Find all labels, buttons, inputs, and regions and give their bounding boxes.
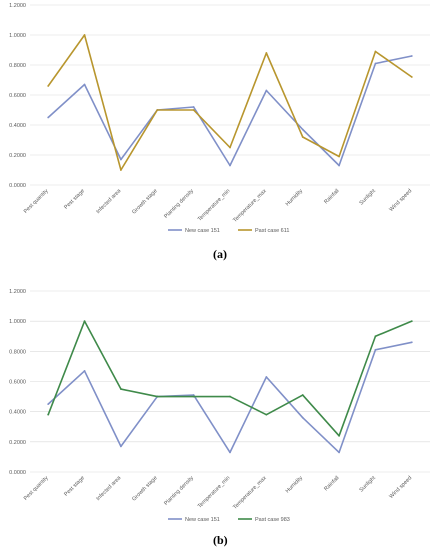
data-point — [120, 158, 122, 161]
x-tick-label: Pest quantity — [23, 475, 50, 502]
data-point — [374, 50, 377, 53]
line-chart-a: 0.0000 0.2000 0.4000 0.6000 0.8000 1.0000 1.20… — [9, 3, 430, 234]
y-tick-label: 1.0000 — [9, 33, 26, 39]
data-point — [301, 136, 304, 138]
data-point — [83, 370, 86, 372]
y-tick-label: 0.8000 — [9, 349, 26, 355]
data-point — [265, 413, 268, 416]
data-point — [229, 146, 231, 149]
series-line-2 — [47, 320, 413, 437]
data-point — [47, 413, 50, 416]
data-point — [301, 394, 304, 396]
data-point — [301, 416, 304, 419]
data-point — [192, 395, 195, 398]
y-tick-label: 0.2000 — [9, 440, 26, 446]
x-tick-label: Infected area — [95, 188, 123, 216]
data-point — [374, 62, 377, 65]
x-tick-label: Pest stage — [63, 188, 86, 211]
y-tick-label: 0.8000 — [9, 63, 26, 69]
x-tick-label: Temperature_min — [197, 475, 232, 510]
data-point — [47, 116, 50, 119]
x-tick-label: Rainfall — [323, 475, 340, 492]
y-tick-label: 1.2000 — [9, 289, 26, 295]
legend-label: Past case 611 — [255, 228, 289, 234]
x-tick-label: Sunlight — [359, 475, 378, 494]
panel-label-b: (b) — [213, 533, 228, 547]
data-point — [229, 451, 231, 454]
x-tick-label: Wind speed — [388, 475, 413, 500]
legend-label: New case 151 — [185, 517, 220, 523]
panel-label-a: (a) — [213, 247, 227, 261]
series-line-2 — [47, 34, 413, 171]
data-point — [83, 320, 86, 323]
series-line-1 — [47, 55, 412, 167]
data-point — [265, 89, 268, 92]
x-tick-label: Growth stage — [131, 475, 158, 502]
data-point — [338, 434, 340, 437]
data-point — [410, 76, 413, 78]
y-tick-label: 0.4000 — [9, 123, 26, 129]
data-point — [47, 403, 50, 406]
y-tick-label: 0.6000 — [9, 93, 26, 99]
data-point — [374, 335, 377, 338]
x-tick-label: Humidity — [285, 475, 305, 495]
x-tick-label: Humidity — [285, 188, 305, 208]
data-point — [265, 52, 268, 54]
x-tick-label: Temperature_max — [232, 475, 268, 511]
x-tick-label: Planting density — [163, 188, 195, 220]
data-point — [47, 85, 50, 87]
x-tick-label: Infected area — [95, 475, 123, 503]
data-point — [229, 164, 231, 167]
data-point — [83, 34, 86, 36]
x-tick-label: Sunlight — [359, 188, 378, 207]
line-chart-b: 0.0000 0.2000 0.4000 0.6000 0.8000 1.0000 1.20… — [9, 289, 430, 523]
y-tick-label: 1.0000 — [9, 319, 26, 325]
data-point — [338, 451, 340, 454]
data-point — [301, 128, 304, 131]
data-point — [192, 106, 195, 108]
y-tick-label: 0.0000 — [9, 470, 26, 476]
legend-label: New case 151 — [185, 228, 220, 234]
data-point — [410, 55, 413, 57]
data-point — [229, 395, 231, 398]
x-tick-label: Planting density — [163, 475, 195, 507]
y-tick-label: 0.2000 — [9, 153, 26, 159]
legend-label: Past case 983 — [255, 517, 290, 523]
x-tick-label: Rainfall — [323, 188, 340, 205]
data-point — [156, 109, 159, 111]
y-tick-label: 0.0000 — [9, 183, 26, 189]
data-point — [83, 83, 86, 86]
x-tick-label: Pest stage — [63, 475, 86, 498]
y-tick-label: 0.4000 — [9, 410, 26, 416]
data-point — [374, 348, 377, 351]
y-tick-label: 1.2000 — [9, 3, 26, 9]
x-tick-label: Temperature_max — [232, 188, 268, 224]
data-point — [192, 394, 195, 396]
x-tick-label: Pest quantity — [23, 188, 50, 215]
data-point — [120, 169, 122, 171]
data-point — [265, 376, 268, 378]
x-tick-label: Growth stage — [131, 188, 158, 215]
data-point — [410, 320, 413, 323]
data-point — [192, 109, 195, 111]
y-tick-label: 0.6000 — [9, 380, 26, 386]
x-tick-label: Wind speed — [388, 188, 413, 213]
data-point — [120, 445, 122, 448]
x-tick-label: Temperature_min — [197, 188, 232, 223]
data-point — [338, 155, 340, 158]
data-point — [410, 341, 413, 344]
data-point — [338, 164, 340, 167]
data-point — [156, 395, 159, 398]
data-point — [120, 388, 122, 390]
